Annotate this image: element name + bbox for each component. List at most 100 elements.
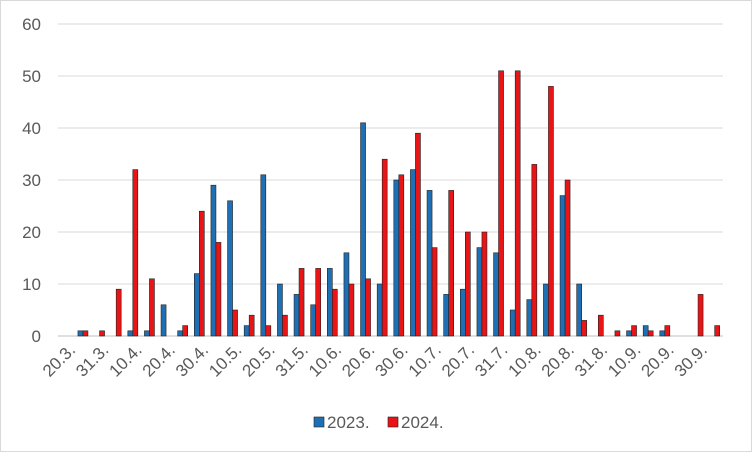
bar-2024-14	[282, 314, 288, 337]
x-tick-label: 20.5.	[238, 340, 278, 380]
x-tick-label: 31.5.	[272, 340, 312, 380]
bar-2023-31	[559, 195, 566, 337]
x-tick-label: 20.4.	[139, 340, 179, 380]
bar-2024-39	[697, 294, 704, 337]
bar-2024-16	[315, 268, 321, 337]
x-tick-label: 10.9.	[604, 340, 644, 380]
bar-2024-26	[481, 231, 488, 337]
x-tick-label: 20.3.	[39, 340, 79, 380]
bars	[77, 70, 720, 337]
bar-2023-11	[227, 200, 233, 337]
bar-2023-13	[260, 174, 267, 337]
bar-2024-24	[448, 190, 454, 337]
bar-2023-36	[642, 325, 649, 337]
y-tick-label: 40	[22, 119, 41, 138]
bar-2023-20	[376, 283, 383, 337]
bar-2023-18	[343, 252, 350, 337]
bar-2024-15	[298, 268, 305, 337]
x-tick-label: 10.4.	[105, 340, 145, 380]
y-tick-label: 60	[22, 15, 41, 34]
x-tick-label: 10.6.	[305, 340, 345, 380]
bar-2024-36	[647, 330, 654, 337]
x-tick-label: 10.7.	[405, 340, 445, 380]
bar-2024-22	[415, 132, 421, 337]
bar-2024-37	[664, 325, 671, 337]
x-tick-label: 30.4.	[172, 340, 212, 380]
y-tick-label: 50	[22, 67, 41, 86]
bar-2024-40	[714, 325, 720, 337]
bar-2023-16	[310, 304, 316, 337]
bar-2023-12	[243, 325, 250, 337]
bar-2023-10	[210, 184, 217, 337]
legend-label-2023: 2023.	[327, 413, 370, 432]
y-tick-label: 10	[22, 275, 41, 294]
bar-2023-27	[493, 252, 499, 337]
bar-2023-28	[509, 309, 516, 337]
bar-2023-5	[127, 330, 134, 337]
bar-2024-25	[465, 231, 471, 337]
bar-2024-28	[514, 70, 521, 337]
legend-label-2024: 2024.	[401, 413, 444, 432]
bar-2024-30	[548, 86, 554, 337]
bar-2023-35	[626, 330, 632, 337]
legend: 2023. 2024.	[313, 413, 444, 432]
x-tick-label: 10.8.	[504, 340, 544, 380]
x-tick-label: 10.5.	[205, 340, 245, 380]
bar-2024-6	[149, 278, 155, 337]
bar-2024-33	[598, 314, 604, 337]
x-tick-label: 20.8.	[538, 340, 578, 380]
bar-2024-32	[581, 320, 587, 337]
x-tick-label: 30.9.	[671, 340, 711, 380]
bar-2024-27	[498, 70, 504, 337]
x-tick-label: 20.9.	[637, 340, 677, 380]
x-tick-label: 31.3.	[72, 340, 112, 380]
bar-2024-34	[614, 330, 621, 337]
bar-2024-29	[531, 164, 538, 337]
legend-swatch-2023	[313, 416, 325, 428]
bar-2023-7	[160, 304, 167, 337]
bar-2023-30	[543, 283, 549, 337]
bar-2024-31	[564, 179, 571, 337]
bar-2023-22	[410, 169, 416, 337]
bar-2023-26	[476, 247, 483, 337]
bar-2023-9	[194, 273, 200, 337]
bar-2023-8	[177, 330, 183, 337]
x-tick-label: 20.6.	[338, 340, 378, 380]
bar-2023-2	[77, 330, 84, 337]
bar-2024-23	[431, 247, 438, 337]
bar-2024-13	[265, 325, 272, 337]
bar-2023-19	[360, 122, 366, 337]
bar-2024-5	[132, 169, 139, 337]
x-tick-label: 20.7.	[438, 340, 478, 380]
bar-2023-24	[443, 294, 449, 337]
bar-2024-12	[248, 314, 255, 337]
bar-2023-25	[460, 288, 466, 337]
bar-2024-18	[348, 283, 355, 337]
bar-2024-9	[199, 210, 205, 337]
bar-2023-17	[327, 268, 333, 337]
bar-2023-29	[526, 299, 533, 337]
bar-2024-20	[381, 158, 388, 337]
bar-2024-2	[82, 330, 89, 337]
bar-2024-35	[631, 325, 637, 337]
bar-2024-4	[115, 288, 122, 337]
bar-2024-11	[232, 309, 238, 337]
bar-2024-8	[182, 325, 188, 337]
bar-2023-21	[393, 179, 400, 337]
bar-2024-19	[365, 278, 371, 337]
gridlines	[58, 23, 723, 337]
legend-swatch-2024	[387, 416, 399, 428]
bar-2023-23	[426, 190, 433, 337]
y-tick-label: 20	[22, 223, 41, 242]
x-tick-label: 31.7.	[471, 340, 511, 380]
bar-2023-37	[659, 330, 666, 337]
bar-2024-10	[215, 242, 222, 337]
x-tick-label: 31.8.	[571, 340, 611, 380]
y-tick-label: 30	[22, 171, 41, 190]
bar-2024-17	[332, 288, 338, 337]
bar-2023-15	[293, 294, 300, 337]
y-tick-label: 0	[32, 327, 41, 346]
x-tick-label: 30.6.	[371, 340, 411, 380]
